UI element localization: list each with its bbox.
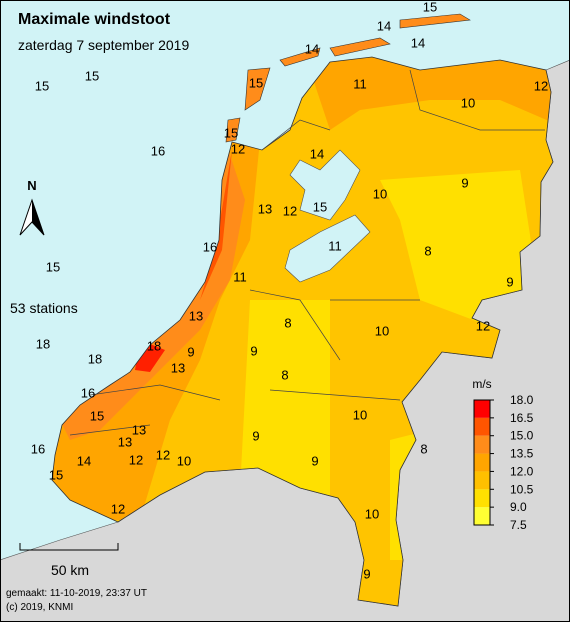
station-count: 53 stations — [10, 300, 78, 316]
legend-label: 9.0 — [510, 500, 527, 514]
station-value: 8 — [424, 243, 431, 258]
north-label: N — [27, 178, 36, 193]
station-value: 9 — [506, 274, 513, 289]
title: Maximale windstoot — [18, 11, 171, 28]
station-value: 8 — [284, 315, 291, 330]
station-value: 13 — [118, 434, 132, 449]
station-value: 16 — [203, 239, 217, 254]
legend-label: 10.5 — [510, 482, 534, 496]
station-value: 15 — [423, 0, 437, 14]
station-value: 12 — [156, 447, 170, 462]
legend-frame — [473, 399, 491, 526]
legend-label: 15.0 — [510, 429, 534, 443]
lakes — [284, 149, 371, 283]
station-value: 11 — [328, 238, 342, 253]
scale-label: 50 km — [51, 562, 89, 578]
station-value: 18 — [36, 336, 50, 351]
province-lines — [69, 69, 545, 436]
station-value: 9 — [187, 344, 194, 359]
station-value: 9 — [252, 428, 259, 443]
station-value: 14 — [310, 146, 324, 161]
station-value: 9 — [363, 566, 370, 581]
station-value: 10 — [353, 407, 367, 422]
station-value: 15 — [313, 199, 327, 214]
station-value: 13 — [189, 308, 203, 323]
legend-bin — [474, 400, 490, 418]
station-value: 15 — [90, 408, 104, 423]
station-value: 12 — [283, 203, 297, 218]
station-value: 11 — [353, 76, 367, 91]
station-value: 14 — [411, 35, 425, 50]
border — [51, 56, 554, 607]
station-value: 18 — [147, 338, 161, 353]
legend-label: 7.5 — [510, 518, 527, 532]
station-value: 15 — [249, 75, 263, 90]
legend-label: 13.5 — [510, 447, 534, 461]
station-value: 9 — [461, 175, 468, 190]
legend-unit: m/s — [472, 377, 491, 391]
made: gemaakt: 11-10-2019, 23:37 UT — [6, 588, 147, 599]
station-value: 15 — [85, 68, 99, 83]
station-value: 13 — [258, 201, 272, 216]
station-value: 12 — [476, 318, 490, 333]
station-value: 8 — [420, 441, 427, 456]
legend: 18.0 16.5 15.0 13.5 12.0 10.5 9.0 7.5 — [473, 393, 534, 532]
subtitle: zaterdag 7 september 2019 — [18, 37, 189, 53]
legend-bin — [474, 471, 490, 490]
station-value: 10 — [373, 186, 387, 201]
legend-bin — [474, 489, 490, 508]
legend-label: 12.0 — [510, 464, 534, 478]
station-value: 15 — [224, 125, 238, 140]
station-value: 10 — [461, 95, 475, 110]
station-value: 12 — [534, 78, 548, 93]
station-value: 18 — [88, 351, 102, 366]
station-value: 13 — [132, 422, 146, 437]
copyright: (c) 2019, KNMI — [6, 602, 73, 613]
legend-bin — [474, 435, 490, 454]
station-value: 16 — [151, 143, 165, 158]
station-value: 9 — [311, 453, 318, 468]
islands — [225, 13, 471, 143]
legend-bin — [474, 453, 490, 472]
station-value: 11 — [233, 269, 247, 284]
station-value: 12 — [129, 452, 143, 467]
legend-bin — [474, 507, 490, 525]
station-value: 15 — [35, 78, 49, 93]
station-value: 10 — [365, 506, 379, 521]
station-value: 12 — [231, 141, 245, 156]
station-value: 8 — [281, 367, 288, 382]
station-value: 13 — [171, 360, 185, 375]
station-value: 16 — [81, 385, 95, 400]
station-value: 10 — [177, 453, 191, 468]
station-value: 9 — [250, 343, 257, 358]
legend-label: 16.5 — [510, 411, 534, 425]
station-value: 10 — [375, 323, 389, 338]
station-value: 15 — [46, 259, 60, 274]
station-value: 15 — [49, 467, 63, 482]
station-value: 14 — [377, 18, 391, 33]
station-value: 14 — [305, 41, 319, 56]
station-value: 14 — [77, 453, 91, 468]
legend-bin — [474, 417, 490, 436]
station-value: 16 — [31, 441, 45, 456]
scale-bar — [19, 543, 119, 551]
legend-label: 18.0 — [510, 393, 534, 407]
north-arrow-half — [32, 200, 44, 235]
station-value: 12 — [111, 501, 125, 516]
